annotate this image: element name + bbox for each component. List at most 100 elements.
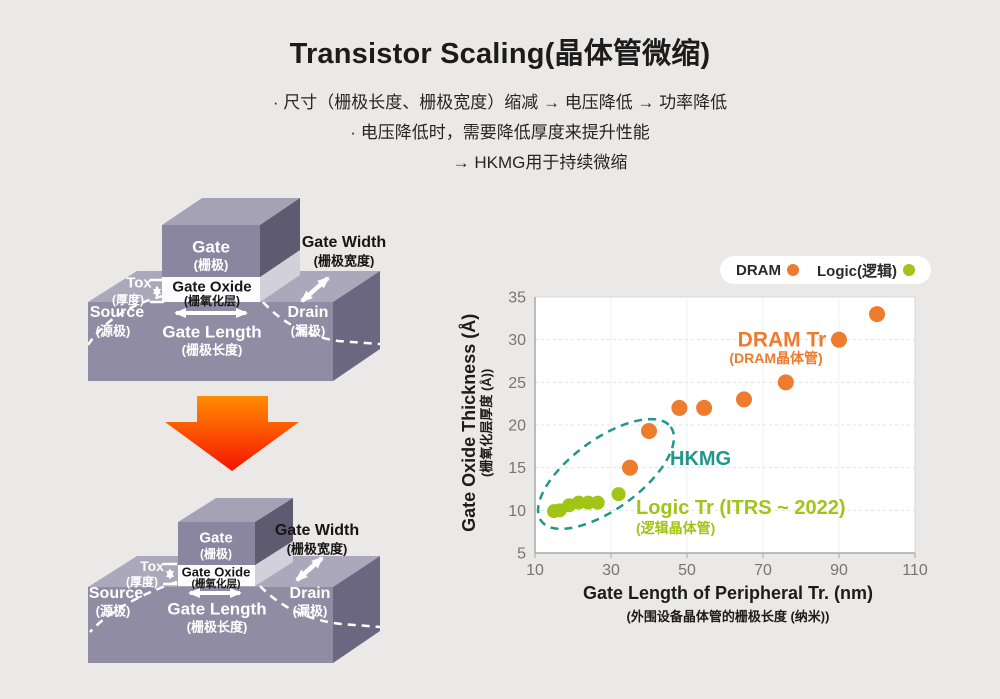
plot-area [534,296,916,554]
substrate-right-face [333,556,380,663]
drain-label-cn: (漏极) [292,603,328,619]
source-junction-dashed-line [89,580,178,633]
down-arrow-icon [165,396,299,471]
data-point-logic [590,495,605,510]
y-axis-title-cn: (栅氧化层厚度 (Å)) [478,368,494,477]
gate-length-label: Gate Length [167,599,267,619]
gate-oxide-label-cn: (栅氧化层) [184,294,240,308]
transistor-diagram-bottom [88,498,381,663]
data-point-dram [736,391,752,408]
gate-oxide-layer [162,277,260,302]
substrate-right-face [333,271,380,381]
legend-label: Logic(逻辑) [817,262,897,280]
gate-right-face [260,198,300,277]
legend-item-logic: Logic(逻辑) [817,260,915,281]
annotation-hkmg: HKMG [670,448,732,470]
source-label: Source [89,304,145,321]
gate-length-label-cn: (栅极长度) [186,619,248,635]
substrate-front-face [88,302,333,381]
data-point-dram [831,331,847,348]
legend-dot [903,264,915,276]
y-tick-label: 20 [508,418,526,435]
x-tick-label: 10 [526,562,544,579]
y-tick-label: 10 [508,503,526,520]
transistor-diagram-top [86,198,381,381]
x-axis-title-cn: (外围设备晶体管的栅极长度 (纳米)) [626,609,830,624]
tox-label-cn: (厚度) [112,293,144,307]
x-axis-title-en: Gate Length of Peripheral Tr. (nm) [582,583,874,603]
y-tick-label: 35 [508,290,526,307]
gate-width-label-cn: (栅极宽度) [313,253,375,269]
gate-width-arrow-icon [295,556,324,582]
gate-label: Gate [192,237,230,257]
data-point-dram [671,399,688,416]
tox-label-cn: (厚度) [126,575,158,589]
y-tick-label: 30 [508,332,526,349]
gate-label-cn: (栅极) [200,547,232,561]
x-tick-label: 50 [678,562,696,579]
gate-front-face [178,522,255,565]
source-label: Source [88,585,144,602]
gate-width-arrow-icon [300,276,330,303]
data-point-dram [641,422,657,439]
gate-oxide-layer [178,565,255,586]
data-point-dram [777,374,794,391]
source-label-cn: (源极) [95,323,131,339]
gate-width-label: Gate Width [301,234,387,251]
source-junction-dashed-line [86,294,164,346]
gate-top-face [178,498,293,522]
gate-top-face [162,198,300,225]
data-point-logic [611,487,626,502]
x-tick-label: 70 [754,562,772,579]
data-point-dram [696,399,713,416]
annotation-logic-tr-cn: (逻辑晶体管) [636,520,716,536]
gate-label: Gate [199,529,233,547]
annotation-dram-tr: DRAM Tr [737,328,827,352]
x-tick-label: 30 [602,562,620,579]
drain-label: Drain [289,585,331,602]
drain-label-cn: (漏极) [290,323,326,339]
x-tick-label: 90 [830,562,848,579]
oxide-right-face [255,541,293,586]
gate-length-label: Gate Length [162,322,262,342]
bullet-line-3: → HKMG用于持续微缩 [452,153,628,172]
gate-oxide-label: Gate Oxide [172,278,252,296]
y-axis-title: Gate Oxide Thickness (Å) (栅氧化层厚度 (Å)) [459,253,495,593]
bullet-line-2: · 电压降低时，需要降低厚度来提升性能 [350,123,650,142]
gate-oxide-label: Gate Oxide [181,564,251,580]
data-point-dram [869,306,885,323]
gate-label-cn: (栅极) [193,257,229,273]
annotation-logic-tr: Logic Tr (ITRS ~ 2022) [636,497,846,519]
gate-right-face [255,498,293,565]
tox-label: Tox [140,558,164,574]
substrate-front-face [88,587,333,663]
page-title: Transistor Scaling(晶体管微缩) [289,38,711,70]
oxide-right-face [260,250,300,302]
legend-dot [787,264,799,276]
drain-junction-dashed-line [259,585,381,629]
gate-length-label-cn: (栅极长度) [181,342,243,358]
drain-label: Drain [287,304,329,321]
data-point-dram [622,459,638,476]
tox-arrow-icon [163,562,177,586]
y-tick-label: 15 [508,460,526,477]
gate-front-face [162,225,260,277]
y-tick-label: 5 [517,546,526,563]
gate-width-label: Gate Width [274,522,360,539]
y-tick-label: 25 [508,375,526,392]
drain-junction-dashed-line [262,301,381,346]
gate-width-label-cn: (栅极宽度) [286,541,348,557]
source-label-cn: (源极) [95,603,131,619]
bullet-line-1: · 尺寸（栅极长度、栅极宽度）缩减 → 电压降低 → 功率降低 [272,93,728,112]
legend-label: DRAM [736,261,781,279]
x-tick-label: 110 [902,562,928,579]
gate-oxide-label-cn: (栅氧化层) [191,577,241,590]
y-axis-title-en: Gate Oxide Thickness (Å) [459,313,480,532]
annotation-dram-tr-cn: (DRAM晶体管) [729,350,823,366]
tox-label: Tox [126,274,152,292]
tox-arrow-icon [150,278,164,304]
hkmg-ellipse [536,417,676,531]
